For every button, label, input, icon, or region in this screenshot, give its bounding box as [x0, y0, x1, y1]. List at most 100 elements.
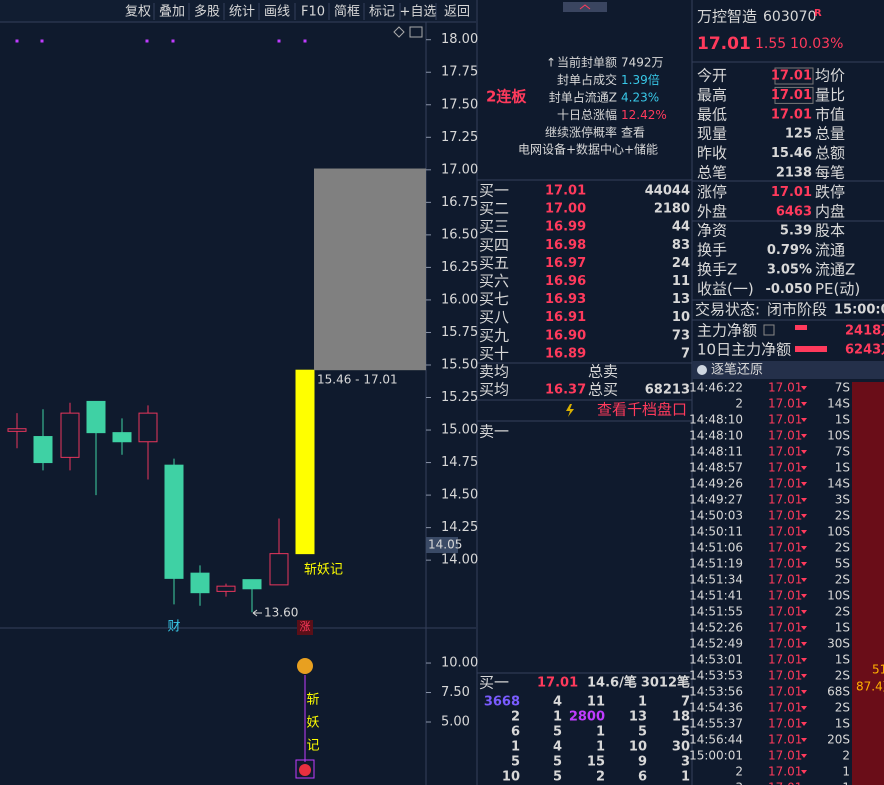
trade-time: 14:48:10 [689, 429, 743, 443]
toolbar-button[interactable]: 多股 [194, 4, 220, 20]
y-tick-label: 15.50 [441, 357, 478, 372]
signal-box [295, 759, 315, 779]
trade-volume: 1S [835, 621, 850, 635]
stat-label: 内盘 [815, 202, 845, 220]
trade-volume: 2S [835, 573, 850, 587]
bid-label: 买八 [479, 308, 509, 326]
bid-price: 16.97 [545, 256, 586, 271]
trade-time: 14:51:34 [689, 573, 743, 587]
toolbar-button[interactable]: 画线 [264, 5, 290, 20]
current-price: 14.05 [428, 538, 462, 552]
gap-box [314, 168, 426, 371]
trade-price: 17.01 [768, 445, 802, 459]
down-arrow [801, 706, 807, 710]
bid-price: 16.96 [545, 274, 586, 289]
stat-label: 总额 [815, 144, 845, 162]
stat-label: 换手 [697, 241, 727, 259]
y-tick-label: 17.50 [441, 97, 478, 112]
queue-cell: 5 [681, 725, 690, 740]
y-tick-label: 15.75 [441, 325, 478, 340]
queue-cell: 2800 [569, 710, 605, 725]
toolbar-button[interactable]: 简框 [334, 4, 360, 20]
trade-volume: 20S [827, 733, 850, 747]
icon[interactable] [409, 26, 423, 38]
toolbar-button[interactable]: 复权 [125, 4, 151, 20]
bid-volume: 10 [672, 310, 690, 325]
trade-volume: 14S [827, 477, 850, 491]
concepts: 电网设备+数据中心+储能 [518, 142, 658, 157]
down-arrow [801, 626, 807, 630]
toolbar-button[interactable]: +自选 [400, 5, 437, 20]
queue-cell: 1 [596, 740, 605, 755]
toolbar-button[interactable]: 叠加 [159, 5, 185, 20]
stat-label: 总量 [815, 125, 845, 143]
trade-time: 14:51:19 [689, 557, 743, 571]
candle-body [86, 400, 106, 434]
stat-value: -0.050 [765, 282, 812, 297]
trade-price: 17.01 [768, 621, 802, 635]
trade-volume: 1S [835, 461, 850, 475]
toolbar-button[interactable]: F10 [301, 5, 325, 20]
stat-value: 6463 [776, 204, 812, 219]
marker-box [297, 620, 313, 635]
bid-price: 16.90 [545, 328, 586, 343]
trade-price: 17.01 [768, 509, 802, 523]
trade-time: 14:52:49 [689, 637, 743, 651]
depth-link[interactable]: 查看千档盘口 [597, 401, 687, 419]
ask1-label: 卖一 [479, 423, 509, 441]
y-tick-label: 16.25 [441, 260, 478, 275]
trade-volume: 1S [835, 717, 850, 731]
candle-body [269, 553, 289, 586]
trade-time: 14:56:44 [689, 733, 743, 747]
arrow: ↑ [546, 56, 556, 70]
trade-volume: 2 [842, 749, 850, 763]
trade-volume: 3S [835, 493, 850, 507]
bid-volume: 44 [672, 220, 690, 235]
value-box [774, 67, 814, 85]
stock-name: 万控智造 [697, 8, 757, 26]
icon[interactable] [393, 26, 405, 38]
collapse-tab[interactable] [563, 2, 607, 12]
icon[interactable] [763, 324, 775, 336]
stat-label: 现量 [697, 125, 727, 143]
bid-label: 买十 [479, 344, 509, 362]
marker: 财 [167, 620, 180, 635]
trade-time: 2 [735, 397, 743, 411]
queue-cell: 1 [681, 770, 690, 785]
trade-price: 17.01 [768, 525, 802, 539]
trade-price: 17.01 [768, 557, 802, 571]
down-arrow [801, 514, 807, 518]
down-arrow [801, 770, 807, 774]
y-tick-label: 16.00 [441, 292, 478, 307]
trade-price: 17.01 [768, 733, 802, 747]
queue-cell: 15 [587, 755, 605, 770]
trade-time: 14:48:11 [689, 445, 743, 459]
toolbar-button[interactable]: 标记 [369, 5, 395, 20]
flow-value: 2418万 [845, 324, 884, 339]
stat-label: 昨收 [697, 144, 727, 162]
queue-cell: 5 [553, 770, 562, 785]
pct-change: 10.03% [790, 36, 843, 52]
y-tick-label: 17.25 [441, 130, 478, 145]
down-arrow [801, 434, 807, 438]
status-label: 交易状态: [695, 301, 760, 319]
trade-time: 14:53:56 [689, 685, 743, 699]
queue-cell: 13 [629, 710, 647, 725]
stat-label: 最低 [697, 105, 727, 123]
toolbar-button[interactable]: 统计 [229, 5, 255, 20]
stat-value: 17.01 [771, 107, 812, 122]
icon[interactable] [697, 365, 707, 375]
stat-label: 换手Z [697, 261, 737, 279]
toolbar-button[interactable]: 返回 [444, 5, 470, 20]
bid-volume: 73 [672, 328, 690, 343]
queue-cell: 1 [638, 695, 647, 710]
seal-value: 4.23% [621, 91, 659, 105]
y-tick-label: 18.00 [441, 32, 478, 47]
y-tick-label: 17.75 [441, 65, 478, 80]
down-arrow [801, 722, 807, 726]
queue-cell: 6 [638, 770, 647, 785]
signal-label: 斩妖记 [304, 563, 343, 578]
bar-label: 51 [872, 663, 884, 677]
y-tick-label: 17.00 [441, 162, 478, 177]
trade-volume: 2S [835, 701, 850, 715]
